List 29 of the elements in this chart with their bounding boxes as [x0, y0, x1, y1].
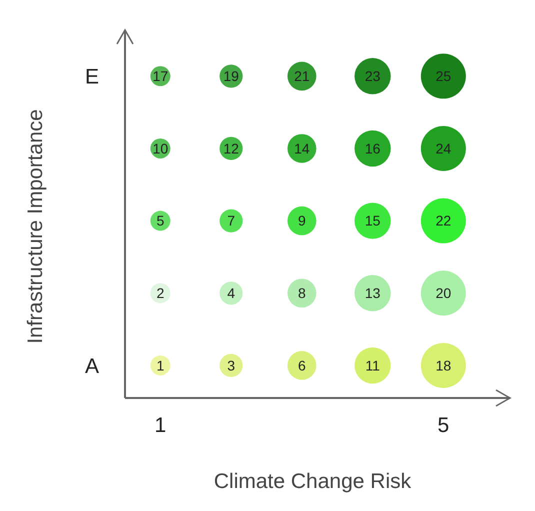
data-label: 10: [152, 140, 168, 156]
data-label: 7: [227, 212, 236, 229]
data-label: 23: [364, 68, 381, 84]
data-label: 24: [436, 140, 452, 156]
x-axis-title: Climate Change Risk: [214, 470, 412, 493]
data-label: 15: [364, 212, 381, 229]
data-label: 13: [364, 285, 381, 302]
data-label: 16: [364, 140, 381, 156]
data-label: 21: [294, 68, 310, 84]
data-label: 14: [294, 140, 310, 156]
data-label: 3: [227, 357, 236, 374]
data-label: 9: [298, 212, 306, 229]
data-label: 11: [365, 357, 380, 374]
y-tick-label: A: [84, 354, 100, 378]
y-axis-title: Infrastructure Importance: [24, 109, 47, 344]
y-tick-label: E: [84, 66, 100, 89]
data-label: 2: [156, 285, 164, 302]
data-label: 19: [223, 68, 240, 84]
data-label: 18: [436, 357, 452, 374]
data-label: 5: [156, 212, 164, 229]
data-label: 6: [298, 357, 306, 374]
data-label: 25: [436, 68, 452, 84]
data-label: 22: [436, 212, 452, 229]
data-label: 17: [152, 68, 168, 84]
data-label: 1: [156, 357, 164, 374]
data-label: 12: [223, 140, 240, 156]
data-label: 20: [436, 285, 452, 302]
data-label: 4: [227, 285, 236, 302]
data-label: 8: [298, 285, 306, 302]
